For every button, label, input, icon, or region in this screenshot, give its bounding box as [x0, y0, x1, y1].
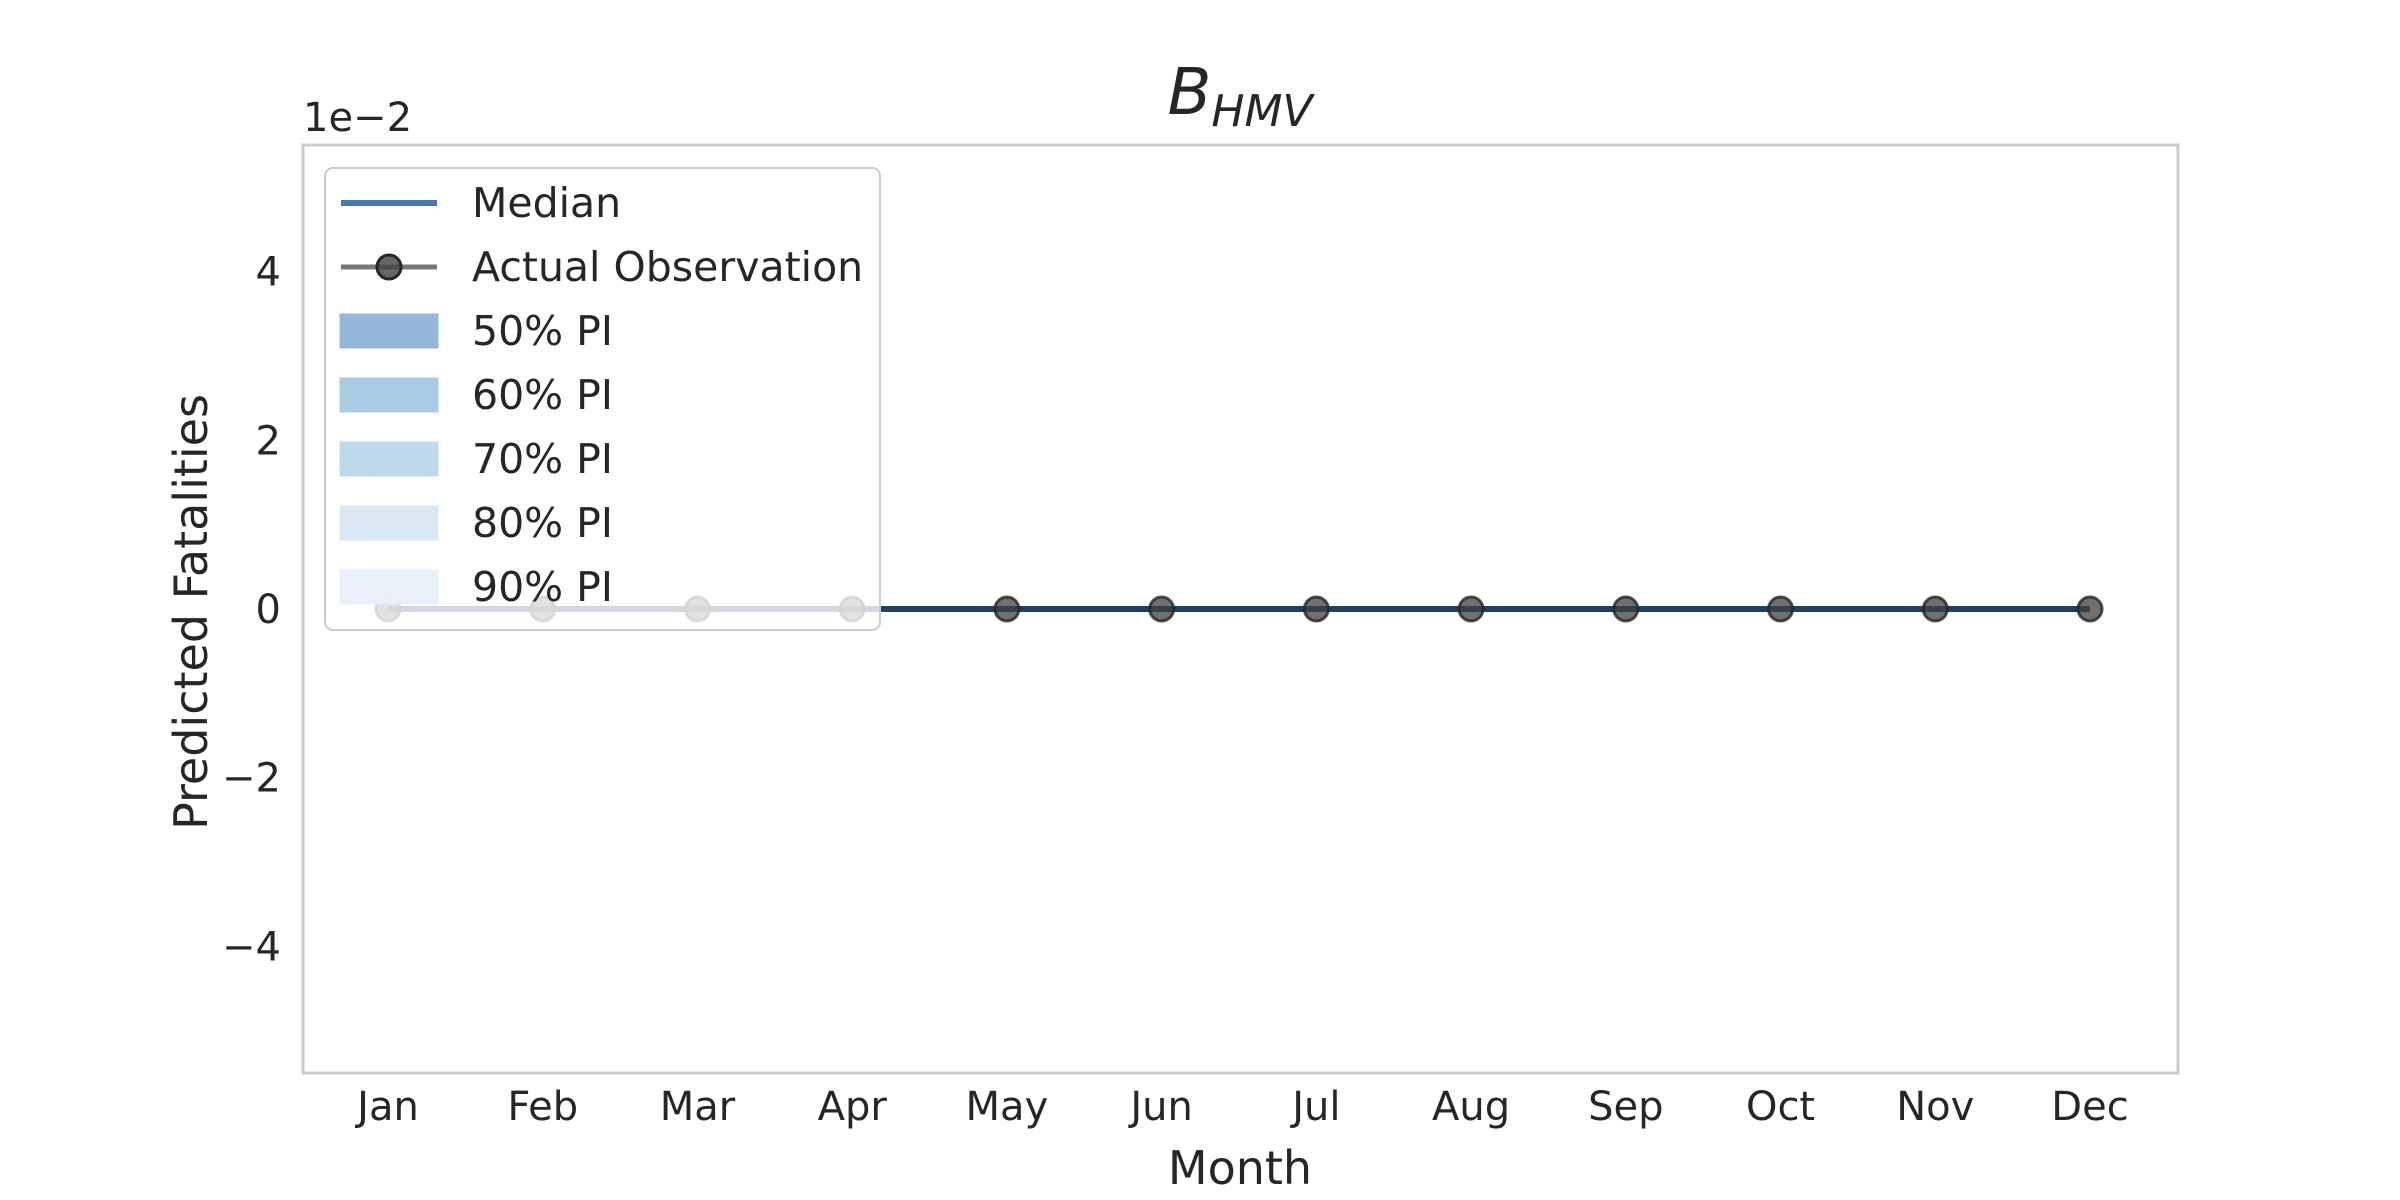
- observation-point: [1148, 595, 1176, 623]
- x-tick-label: Nov: [1896, 1084, 1974, 1130]
- chart-title: BHMV: [1167, 56, 1315, 137]
- observation-point: [1612, 595, 1640, 623]
- y-tick-label: 2: [256, 418, 281, 464]
- legend-label: 50% PI: [472, 307, 613, 355]
- observation-point: [2076, 595, 2104, 623]
- legend-label: 90% PI: [472, 563, 613, 611]
- legend-observation-marker: [375, 253, 403, 281]
- chart-title-subscript: HMV: [1211, 86, 1315, 137]
- legend-swatch: [339, 441, 439, 477]
- legend-label: Median: [472, 179, 621, 227]
- y-offset-text: 1e−2: [303, 95, 412, 141]
- svg-text:BHMV: BHMV: [1167, 56, 1315, 137]
- x-tick-label: Apr: [818, 1084, 888, 1130]
- legend-label: 80% PI: [472, 499, 613, 547]
- observation-point: [1457, 595, 1485, 623]
- legend-swatch: [339, 505, 439, 541]
- x-tick-label: Mar: [660, 1084, 736, 1130]
- x-tick-label: May: [966, 1084, 1049, 1130]
- y-tick-label: −4: [222, 924, 281, 970]
- legend-swatch: [339, 377, 439, 413]
- legend-label: 70% PI: [472, 435, 613, 483]
- legend-box: [324, 167, 881, 631]
- x-tick-label: Jul: [1289, 1084, 1340, 1130]
- y-tick-label: 4: [256, 250, 281, 296]
- x-axis-ticks: Jan Feb Mar Apr May Jun Jul Aug Sep Oct Nov Dec: [354, 1084, 2129, 1130]
- x-tick-label: Sep: [1588, 1084, 1663, 1130]
- observation-point: [993, 595, 1021, 623]
- observation-point: [1921, 595, 1949, 623]
- x-tick-label: Dec: [2051, 1084, 2128, 1130]
- observation-point: [1767, 595, 1795, 623]
- legend-label: 60% PI: [472, 371, 613, 419]
- y-axis-ticks: −4 −2 0 2 4: [222, 250, 281, 971]
- y-axis-label: Predicted Fatalities: [164, 394, 218, 830]
- legend-label: Actual Observation: [472, 243, 863, 291]
- legend-swatch: [339, 569, 439, 605]
- legend-swatch: [339, 313, 439, 349]
- x-tick-label: Feb: [507, 1084, 578, 1130]
- legend: Median Actual Observation 50% PI 60% PI 70% …: [324, 167, 881, 631]
- observation-point: [1302, 595, 1330, 623]
- x-tick-label: Jan: [354, 1084, 419, 1130]
- x-tick-label: Jun: [1127, 1084, 1193, 1130]
- y-tick-label: 0: [256, 587, 281, 633]
- x-tick-label: Aug: [1432, 1084, 1510, 1130]
- x-axis-label: Month: [1168, 1141, 1312, 1195]
- chart-title-main: B: [1167, 56, 1211, 130]
- x-tick-label: Oct: [1746, 1084, 1815, 1130]
- y-tick-label: −2: [222, 756, 281, 802]
